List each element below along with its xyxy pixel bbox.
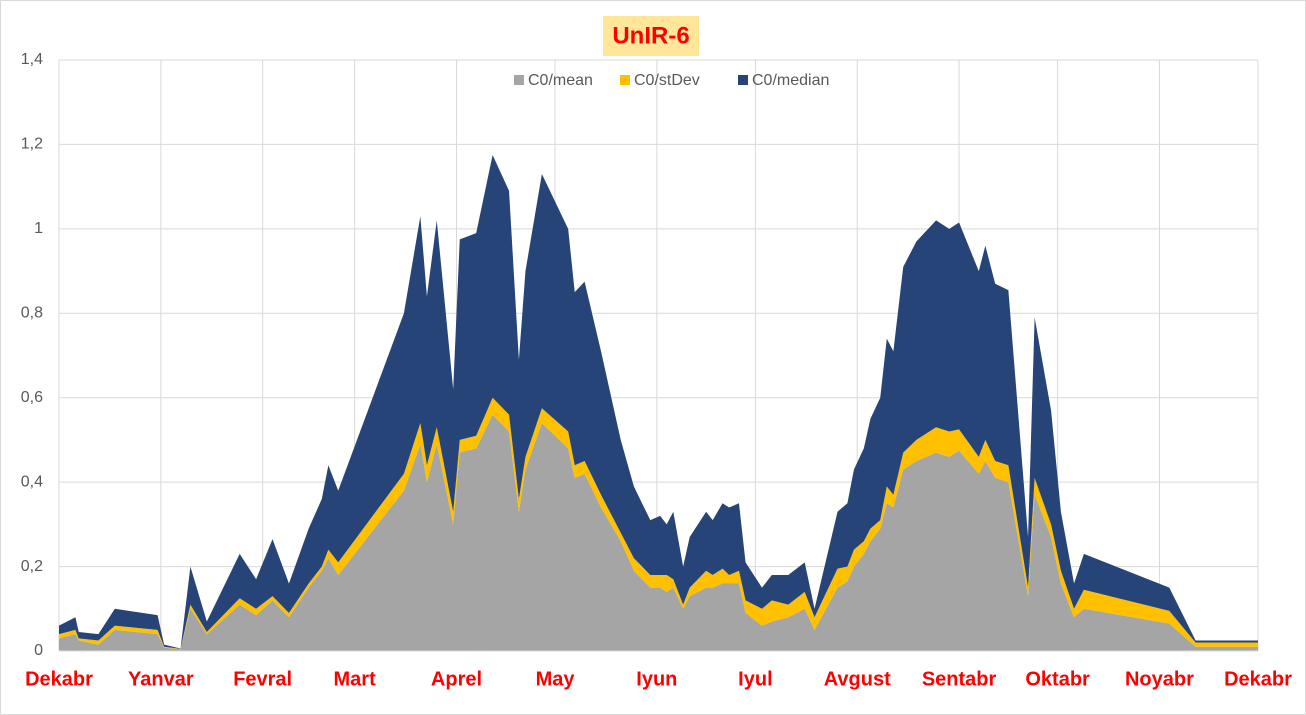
x-tick-label: Dekabr bbox=[25, 668, 93, 690]
x-tick-label: Mart bbox=[334, 668, 377, 690]
legend-swatch bbox=[738, 75, 748, 85]
chart-title: UnIR-6 bbox=[612, 22, 689, 49]
title-box bbox=[603, 16, 699, 56]
legend: C0/mean C0/stDev C0/median bbox=[514, 72, 829, 89]
area bbox=[59, 154, 1258, 649]
plot bbox=[59, 154, 1258, 652]
y-tick-label: 1,2 bbox=[21, 136, 43, 153]
legend-swatch bbox=[514, 75, 524, 85]
legend-label: C0/stDev bbox=[634, 72, 700, 89]
x-tick-label: Aprel bbox=[431, 668, 482, 690]
y-tick-label: 1 bbox=[34, 220, 43, 237]
legend-label: C0/mean bbox=[528, 72, 593, 89]
y-tick-label: 0 bbox=[34, 642, 43, 659]
x-tick-label: Noyabr bbox=[1125, 668, 1194, 690]
y-tick-label: 0,4 bbox=[21, 473, 43, 490]
x-tick-label: Iyul bbox=[738, 668, 772, 690]
y-tick-label: 0,2 bbox=[21, 558, 43, 575]
y-tick-label: 1,4 bbox=[21, 51, 43, 68]
x-tick-label: Oktabr bbox=[1025, 668, 1090, 690]
y-tick-label: 0,6 bbox=[21, 389, 43, 406]
legend-swatch bbox=[620, 75, 630, 85]
y-tick-label: 0,8 bbox=[21, 305, 43, 322]
x-tick-label: May bbox=[536, 668, 576, 690]
x-tick-label: Avgust bbox=[824, 668, 891, 690]
x-tick-label: Fevral bbox=[233, 668, 292, 690]
x-tick-label: Dekabr bbox=[1224, 668, 1292, 690]
x-tick-label: Iyun bbox=[636, 668, 677, 690]
x-tick-label: Yanvar bbox=[128, 668, 194, 690]
x-tick-label: Sentabr bbox=[922, 668, 997, 690]
legend-label: C0/median bbox=[752, 72, 829, 89]
area bbox=[59, 414, 1258, 651]
